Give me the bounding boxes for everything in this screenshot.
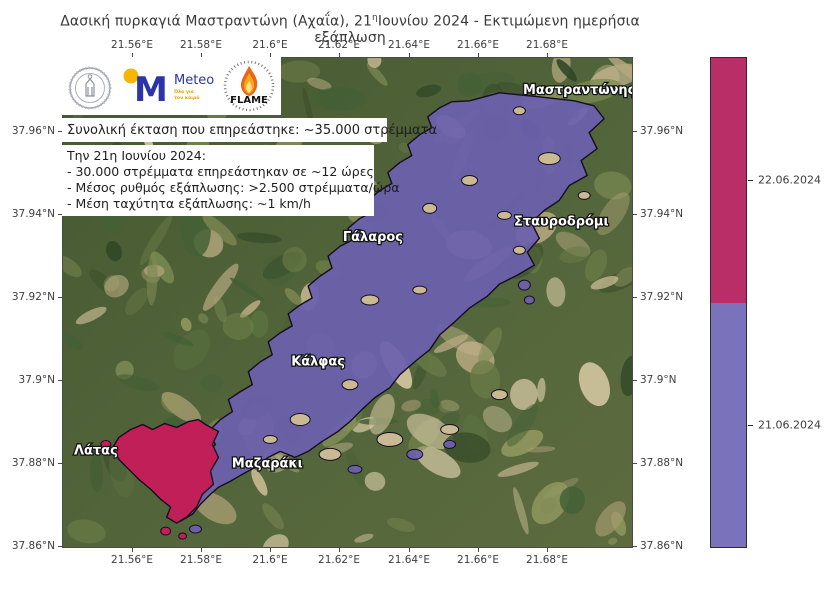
place-label-0: Μαστραντώνης bbox=[523, 83, 632, 98]
y-tick-mark-right bbox=[633, 463, 637, 464]
x-tick-label-top: 21.56°E bbox=[111, 39, 153, 51]
place-label-5: Λάτας bbox=[74, 443, 118, 458]
x-tick-label-top: 21.68°E bbox=[526, 39, 568, 51]
x-tick-label-bottom: 21.64°E bbox=[388, 554, 430, 566]
x-tick-mark-top bbox=[478, 53, 479, 57]
x-tick-label-bottom: 21.58°E bbox=[180, 554, 222, 566]
x-tick-mark-bottom bbox=[409, 548, 410, 552]
colorbar-label-day1: 21.06.2024 bbox=[758, 418, 821, 432]
x-tick-mark-bottom bbox=[339, 548, 340, 552]
colorbar-segment-day1 bbox=[711, 302, 746, 547]
place-labels: Μαστραντώνης Σταυροδρόμι Γάλαρος Κάλφας Μαζα… bbox=[73, 82, 632, 473]
title-superscript: η bbox=[372, 13, 378, 23]
title-prefix: Δασική πυρκαγιά Μαστραντώνη (Αχαΐα), 21 bbox=[60, 13, 373, 30]
x-tick-label-bottom: 21.66°E bbox=[457, 554, 499, 566]
unburned-islands bbox=[262, 106, 591, 461]
x-tick-label-bottom: 21.68°E bbox=[526, 554, 568, 566]
y-tick-label-right: 37.86°N bbox=[640, 540, 684, 552]
y-tick-mark-left bbox=[58, 380, 62, 381]
x-tick-mark-bottom bbox=[132, 548, 133, 552]
y-tick-mark-right bbox=[633, 546, 637, 547]
y-tick-mark-left bbox=[58, 546, 62, 547]
logo-panel: M Meteo Όλα για τον καιρό FLAME bbox=[62, 57, 281, 115]
y-tick-mark-left bbox=[58, 214, 62, 215]
y-tick-label-left: 37.88°N bbox=[11, 457, 55, 469]
svg-text:Meteo: Meteo bbox=[174, 73, 214, 88]
colorbar-segment-day2 bbox=[711, 58, 746, 303]
details-line: - Μέση ταχύτητα εξάπλωσης: ~1 km/h bbox=[67, 196, 311, 211]
colorbar-label-day2: 22.06.2024 bbox=[758, 173, 821, 187]
x-tick-mark-top bbox=[132, 53, 133, 57]
y-tick-mark-right bbox=[633, 380, 637, 381]
fire-day2-fragments bbox=[100, 439, 188, 540]
y-tick-mark-left bbox=[58, 131, 62, 132]
x-tick-mark-top bbox=[409, 53, 410, 57]
flame-logo: FLAME bbox=[223, 60, 275, 112]
fire-perimeter-day2 bbox=[112, 418, 220, 524]
y-tick-label-right: 37.94°N bbox=[640, 208, 684, 220]
x-tick-label-bottom: 21.6°E bbox=[252, 554, 288, 566]
x-tick-label-top: 21.6°E bbox=[252, 39, 288, 51]
x-tick-label-top: 21.64°E bbox=[388, 39, 430, 51]
colorbar bbox=[710, 57, 747, 548]
y-tick-label-right: 37.9°N bbox=[640, 374, 677, 386]
title-suffix: Ιουνίου 2024 - Εκτιμώμενη ημερήσια εξάπλ… bbox=[314, 13, 640, 46]
total-area-annotation: Συνολική έκταση που επηρεάστηκε: ~35.000… bbox=[62, 118, 437, 142]
y-tick-mark-right bbox=[633, 297, 637, 298]
x-tick-mark-top bbox=[270, 53, 271, 57]
details-title: Την 21η Ιουνίου 2024: bbox=[67, 148, 206, 163]
y-tick-mark-right bbox=[633, 131, 637, 132]
x-tick-mark-top bbox=[339, 53, 340, 57]
x-tick-mark-bottom bbox=[201, 548, 202, 552]
fire-day1-fragments bbox=[189, 279, 535, 534]
y-tick-mark-left bbox=[58, 297, 62, 298]
y-tick-label-left: 37.94°N bbox=[11, 208, 55, 220]
details-line: - Μέσος ρυθμός εξάπλωσης: >2.500 στρέμμα… bbox=[67, 180, 400, 195]
x-tick-label-bottom: 21.62°E bbox=[318, 554, 360, 566]
y-tick-mark-left bbox=[58, 463, 62, 464]
place-label-4: Μαζαράκι bbox=[232, 456, 303, 471]
x-tick-label-bottom: 21.56°E bbox=[111, 554, 153, 566]
place-label-2: Γάλαρος bbox=[343, 230, 403, 245]
place-label-1: Σταυροδρόμι bbox=[514, 214, 608, 229]
y-tick-label-right: 37.96°N bbox=[640, 125, 684, 137]
place-label-3: Κάλφας bbox=[291, 355, 345, 370]
y-tick-label-left: 37.9°N bbox=[18, 374, 55, 386]
x-tick-label-top: 21.66°E bbox=[457, 39, 499, 51]
day1-details-annotation: Την 21η Ιουνίου 2024: - 30.000 στρέμματα… bbox=[62, 145, 400, 216]
x-tick-label-top: 21.62°E bbox=[318, 39, 360, 51]
details-line: - 30.000 στρέμματα επηρεάστηκαν σε ~12 ώ… bbox=[67, 164, 374, 179]
x-tick-mark-top bbox=[547, 53, 548, 57]
x-tick-mark-bottom bbox=[478, 548, 479, 552]
meteo-logo: M Meteo Όλα για τον καιρό bbox=[123, 68, 214, 109]
y-tick-label-left: 37.92°N bbox=[11, 291, 55, 303]
y-tick-label-right: 37.92°N bbox=[640, 291, 684, 303]
y-tick-label-left: 37.86°N bbox=[11, 540, 55, 552]
colorbar-tick-day2 bbox=[748, 180, 753, 181]
x-tick-label-top: 21.58°E bbox=[180, 39, 222, 51]
figure-title: Δασική πυρκαγιά Μαστραντώνη (Αχαΐα), 21η… bbox=[40, 13, 660, 46]
x-tick-mark-top bbox=[201, 53, 202, 57]
x-tick-mark-bottom bbox=[270, 548, 271, 552]
svg-text:M: M bbox=[134, 70, 168, 109]
svg-text:FLAME: FLAME bbox=[230, 95, 268, 106]
svg-text:Όλα για: Όλα για bbox=[173, 88, 194, 95]
colorbar-tick-day1 bbox=[748, 425, 753, 426]
y-tick-label-left: 37.96°N bbox=[11, 125, 55, 137]
total-area-text: Συνολική έκταση που επηρεάστηκε: ~35.000… bbox=[67, 122, 438, 138]
y-tick-mark-right bbox=[633, 214, 637, 215]
y-tick-label-right: 37.88°N bbox=[640, 457, 684, 469]
svg-text:τον καιρό: τον καιρό bbox=[174, 94, 199, 101]
x-tick-mark-bottom bbox=[547, 548, 548, 552]
university-seal-icon bbox=[68, 66, 112, 110]
